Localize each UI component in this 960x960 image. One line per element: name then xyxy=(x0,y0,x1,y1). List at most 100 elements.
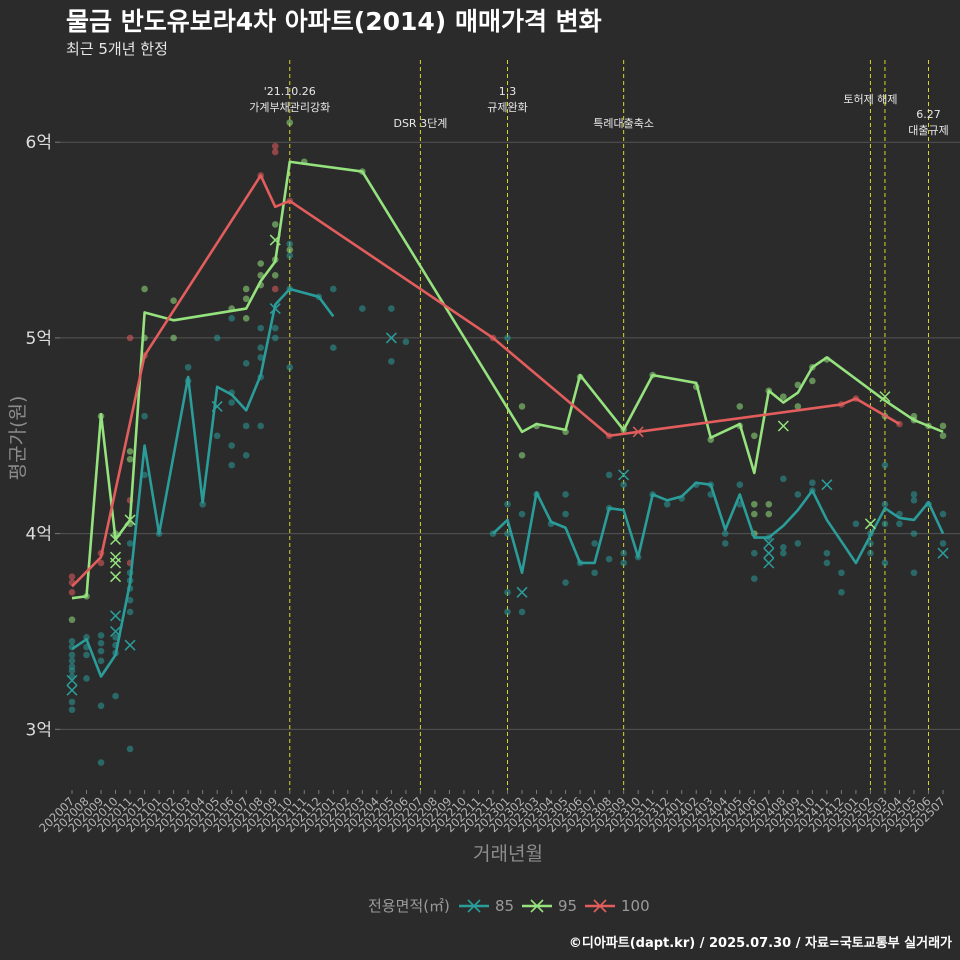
data-point-85 xyxy=(228,442,235,449)
cross-marker-85 xyxy=(821,479,833,491)
data-point-85 xyxy=(838,589,845,596)
legend-label: 95 xyxy=(558,897,577,915)
data-point-85 xyxy=(286,252,294,260)
data-point-95 xyxy=(271,221,279,228)
cross-marker-95 xyxy=(110,557,122,569)
data-point-85 xyxy=(518,608,526,616)
cross-marker-85 xyxy=(110,625,122,638)
x-axis: 2020072020082020092020102020112020122021… xyxy=(36,790,948,835)
data-point-85 xyxy=(794,491,802,498)
data-point-85 xyxy=(562,579,569,586)
cross-marker-85 xyxy=(937,547,949,559)
data-point-85 xyxy=(910,530,918,537)
cross-marker-95 xyxy=(110,533,122,546)
data-point-85 xyxy=(286,363,294,371)
data-point-85 xyxy=(881,500,889,508)
cross-marker-85 xyxy=(66,674,78,686)
data-point-85 xyxy=(126,540,134,547)
data-point-95 xyxy=(141,285,148,293)
data-point-85 xyxy=(605,555,613,563)
data-point-85 xyxy=(910,497,918,504)
data-point-85 xyxy=(881,559,889,567)
y-tick-label: 6억 xyxy=(26,133,52,153)
data-point-85 xyxy=(838,569,845,577)
data-point-95 xyxy=(750,510,758,518)
data-point-85 xyxy=(271,324,279,332)
data-point-85 xyxy=(780,549,787,557)
y-axis-label: 평균가(원) xyxy=(7,396,29,481)
data-point-85 xyxy=(242,422,250,430)
data-point-100 xyxy=(68,573,76,580)
data-point-85 xyxy=(750,549,758,557)
data-point-85 xyxy=(97,632,105,639)
data-point-85 xyxy=(794,540,802,547)
data-point-85 xyxy=(721,530,729,537)
data-point-85 xyxy=(402,338,410,346)
event-label: DSR 3단계 xyxy=(393,117,447,130)
cross-marker-95 xyxy=(864,518,876,530)
data-point-85 xyxy=(199,500,206,508)
event-label: 대출규제 xyxy=(908,124,948,137)
data-point-95 xyxy=(939,432,947,440)
data-point-85 xyxy=(591,569,598,577)
data-point-85 xyxy=(388,358,395,365)
data-point-85 xyxy=(228,461,235,469)
data-point-85 xyxy=(750,575,758,582)
data-point-95 xyxy=(750,432,758,440)
data-point-85 xyxy=(68,698,76,706)
data-point-85 xyxy=(330,344,337,351)
data-point-100 xyxy=(68,589,76,596)
data-point-85 xyxy=(388,305,395,312)
data-point-85 xyxy=(68,651,76,659)
data-point-85 xyxy=(721,540,729,547)
cross-marker-85 xyxy=(124,639,136,651)
series-line-95 xyxy=(71,160,944,600)
data-point-95 xyxy=(271,271,279,279)
cross-marker-95 xyxy=(110,571,122,583)
data-point-85 xyxy=(605,471,613,479)
data-point-85 xyxy=(257,324,265,332)
data-point-85 xyxy=(852,520,860,528)
data-point-100 xyxy=(271,142,279,150)
data-point-85 xyxy=(112,634,119,641)
data-point-85 xyxy=(910,569,918,577)
cross-marker-85 xyxy=(66,684,78,696)
legend: 전용면적(㎡) 85 95 100 xyxy=(368,897,650,915)
event-label: 토허제 해제 xyxy=(843,92,897,106)
data-point-85 xyxy=(823,559,831,567)
data-point-85 xyxy=(881,520,889,528)
cross-marker-95 xyxy=(879,391,891,403)
data-point-85 xyxy=(257,354,265,361)
data-point-85 xyxy=(228,399,235,406)
data-point-85 xyxy=(518,510,526,518)
event-label: '21.10.26 xyxy=(264,85,316,98)
data-point-85 xyxy=(141,412,148,420)
cross-markers xyxy=(66,234,949,696)
data-point-85 xyxy=(504,530,511,537)
cross-marker-85 xyxy=(516,586,528,598)
data-point-85 xyxy=(126,745,134,753)
data-point-85 xyxy=(562,491,569,498)
data-point-95 xyxy=(794,381,802,389)
data-point-95 xyxy=(780,393,787,400)
chart-subtitle: 최근 5개년 한정 xyxy=(66,40,168,58)
legend-key-100 xyxy=(585,899,615,913)
data-point-85 xyxy=(867,540,874,547)
data-point-95 xyxy=(518,452,526,459)
data-point-85 xyxy=(736,481,744,488)
data-point-85 xyxy=(896,520,903,528)
data-point-95 xyxy=(242,285,250,293)
data-point-85 xyxy=(213,334,221,342)
data-point-85 xyxy=(939,540,947,547)
data-point-85 xyxy=(330,285,337,293)
series-lines xyxy=(71,160,945,678)
data-point-95 xyxy=(126,455,134,463)
data-point-85 xyxy=(97,702,105,710)
legend-title: 전용면적(㎡) xyxy=(368,897,450,915)
data-point-95 xyxy=(257,260,265,267)
data-point-85 xyxy=(620,481,627,488)
data-point-85 xyxy=(562,510,569,518)
